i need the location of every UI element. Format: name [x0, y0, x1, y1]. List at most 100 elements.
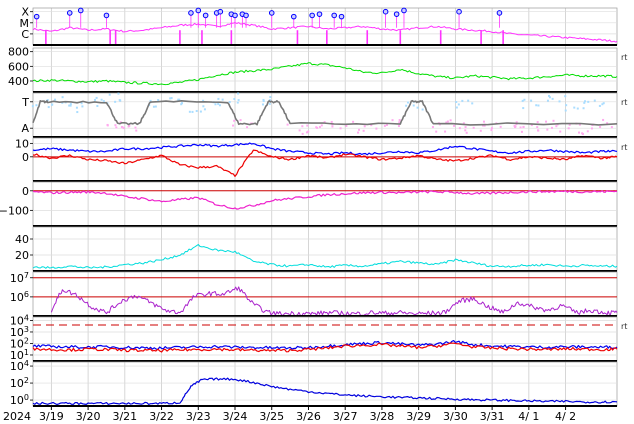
- y-tick-label: 106: [10, 290, 29, 304]
- scatter-point: [96, 104, 99, 107]
- scatter-point: [246, 126, 249, 129]
- scatter-point: [559, 130, 562, 133]
- y-tick-label: 20: [15, 249, 29, 262]
- series-line-0: [50, 286, 618, 317]
- scatter-point: [462, 122, 465, 125]
- scatter-point: [586, 130, 589, 133]
- panel-electron-flux: [30, 271, 618, 317]
- scatter-point: [481, 124, 484, 127]
- scatter-point: [522, 125, 525, 128]
- scatter-point: [149, 99, 152, 102]
- series-line-0: [32, 99, 618, 126]
- scatter-point: [545, 120, 548, 123]
- scatter-point: [446, 120, 449, 123]
- scatter-point: [61, 96, 64, 99]
- scatter-point: [35, 104, 38, 107]
- scatter-point: [178, 98, 181, 101]
- scatter-point: [472, 126, 475, 129]
- flare-marker: [66, 10, 73, 16]
- series-line-0: [32, 190, 617, 210]
- scatter-point: [444, 130, 447, 133]
- x-tick-label: 3/23: [186, 410, 211, 423]
- scatter-point: [564, 95, 567, 98]
- scatter-point: [535, 104, 538, 107]
- panel-imf-bz-bt: [30, 137, 618, 182]
- scatter-point: [375, 127, 378, 130]
- flare-marker: [232, 12, 238, 19]
- scatter-point: [601, 103, 604, 106]
- scatter-point: [47, 106, 50, 109]
- scatter-point: [537, 104, 540, 107]
- scatter-point: [455, 106, 458, 109]
- scatter-point: [412, 104, 415, 107]
- scatter-point: [298, 129, 301, 132]
- scatter-point: [565, 104, 568, 107]
- scatter-point: [431, 126, 434, 129]
- scatter-point: [479, 129, 482, 132]
- scatter-point: [610, 126, 613, 129]
- scatter-point: [114, 100, 117, 103]
- scatter-point: [301, 125, 304, 128]
- scatter-point: [191, 110, 194, 113]
- scatter-point: [398, 121, 401, 124]
- scatter-point: [320, 124, 323, 127]
- flare-marker: [202, 12, 209, 19]
- scatter-point: [398, 119, 401, 122]
- scatter-point: [461, 99, 464, 102]
- y-tick-label: 100: [10, 393, 29, 407]
- scatter-point: [69, 104, 72, 107]
- scatter-point: [121, 126, 124, 129]
- scatter-point: [598, 104, 601, 107]
- panel-solar-wind-speed: [30, 47, 618, 93]
- scatter-point: [202, 99, 205, 102]
- panel-proton-energetic: [30, 361, 618, 407]
- y-tick-label: 40: [15, 233, 29, 246]
- flare-marker: [338, 13, 345, 20]
- scatter-point: [75, 106, 78, 109]
- series-line-0: [32, 62, 618, 86]
- scatter-point: [583, 101, 586, 104]
- scatter-point: [567, 127, 570, 130]
- scatter-point: [170, 97, 173, 100]
- series-line-1: [32, 149, 618, 177]
- scatter-point: [548, 96, 551, 99]
- panel-imf-sector: [30, 92, 618, 138]
- scatter-point: [221, 98, 224, 101]
- scatter-point: [453, 124, 456, 127]
- series-line-1: [32, 342, 618, 353]
- scatter-point: [584, 100, 587, 103]
- scatter-point: [268, 102, 271, 105]
- flare-marker: [33, 13, 40, 20]
- scatter-point: [157, 99, 160, 102]
- panel-frame: [32, 271, 618, 317]
- scatter-point: [195, 109, 198, 112]
- scatter-point: [515, 121, 518, 124]
- scatter-point: [536, 126, 539, 129]
- scatter-point: [464, 129, 467, 132]
- scatter-point: [217, 102, 220, 105]
- x-tick-label: 3/26: [296, 410, 321, 423]
- series-line-0: [32, 22, 618, 43]
- scatter-point: [449, 119, 452, 122]
- flare-marker: [401, 7, 407, 14]
- flare-marker: [188, 10, 194, 16]
- scatter-point: [602, 102, 605, 105]
- scatter-point: [154, 105, 157, 108]
- panel-frame: [32, 47, 618, 93]
- y-tick-label: M: [20, 17, 30, 30]
- series-line-0: [32, 340, 618, 350]
- scatter-point: [581, 132, 584, 135]
- scatter-point: [593, 99, 596, 102]
- scatter-point: [357, 131, 360, 134]
- scatter-point: [180, 103, 183, 106]
- right-mark: rt: [621, 53, 627, 62]
- panel-dst-index: [30, 181, 618, 227]
- scatter-point: [106, 123, 109, 126]
- scatter-point: [95, 96, 98, 99]
- scatter-point: [217, 97, 220, 100]
- scatter-point: [268, 99, 271, 102]
- scatter-point: [262, 98, 265, 101]
- right-mark: rt: [621, 143, 627, 152]
- scatter-point: [233, 119, 236, 122]
- flare-marker: [217, 8, 224, 15]
